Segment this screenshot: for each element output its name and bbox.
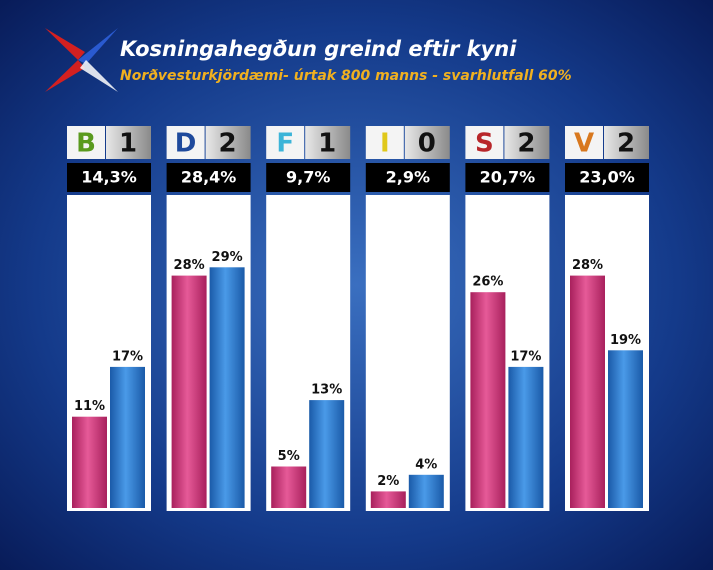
party-letter: B [76,129,96,159]
value-label: 19% [610,333,641,348]
value-label: 28% [572,258,603,273]
total-box [465,163,550,192]
total-label: 23,0% [579,168,635,187]
total-box [166,163,251,192]
total-box [67,163,151,192]
value-label: 17% [112,349,143,364]
value-label: 26% [472,275,503,290]
seat-count: 2 [219,129,237,159]
total-label: 28,4% [181,168,237,187]
chart-title: Kosningahegðun greind eftir kyni [120,37,517,61]
seat-box [106,126,151,159]
party-letter: F [276,129,294,159]
party-box [565,126,603,159]
party-letter: D [175,129,197,159]
bar [271,466,307,508]
bar [72,416,107,508]
seat-count: 1 [318,129,336,159]
party-letter: I [380,129,390,159]
value-label: 17% [510,349,541,364]
value-label: 5% [278,449,300,464]
total-box [266,163,351,192]
value-label: 2% [377,474,399,489]
value-label: 29% [212,250,243,265]
party-box [266,126,305,159]
seat-box [305,126,351,159]
panel [365,195,450,511]
total-label: 20,7% [480,168,536,187]
total-box [565,163,649,192]
seat-count: 1 [119,129,137,159]
party-letter: V [574,129,594,159]
value-label: 28% [174,258,205,273]
bar [370,491,406,508]
seat-box [604,126,649,159]
seat-box [205,126,251,159]
bar [408,474,444,508]
bar [209,267,245,508]
chart-subtitle: Norðvesturkjördæmi- úrtak 800 manns - sv… [120,68,572,84]
seat-count: 2 [617,129,635,159]
seat-box [404,126,450,159]
party-box [166,126,205,159]
seat-count: 2 [517,129,535,159]
total-label: 2,9% [386,168,430,187]
seat-count: 0 [418,129,436,159]
party-box [465,126,504,159]
total-label: 9,7% [286,168,330,187]
logo [45,28,118,92]
value-label: 11% [74,399,105,414]
bar [570,275,605,508]
total-box [365,163,450,192]
value-label: 13% [311,383,342,398]
value-label: 4% [415,457,437,472]
total-label: 14,3% [81,168,137,187]
bar [608,350,643,508]
seat-box [504,126,550,159]
bar [171,275,207,508]
bar [110,366,145,508]
party-box [365,126,404,159]
bar [309,400,345,508]
party-letter: S [475,129,494,159]
party-box [67,126,105,159]
bar [470,292,506,508]
bar [508,366,544,508]
